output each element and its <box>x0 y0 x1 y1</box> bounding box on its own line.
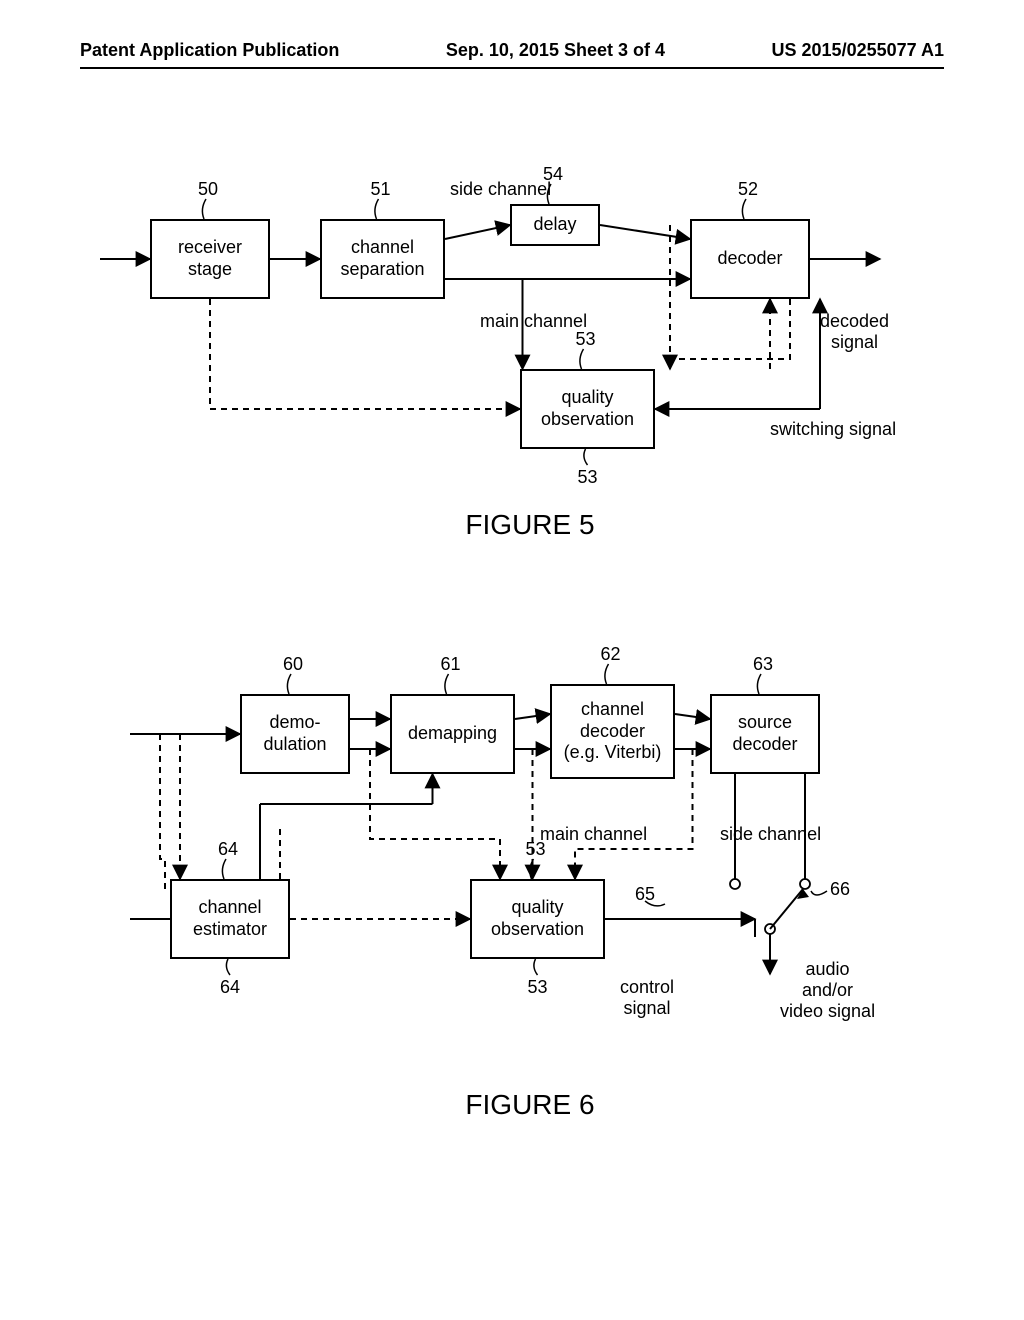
header-center: Sep. 10, 2015 Sheet 3 of 4 <box>446 40 665 61</box>
figure-6-title: FIGURE 6 <box>430 1089 630 1121</box>
figure-5-title: FIGURE 5 <box>430 509 630 541</box>
label-id-66: 66 <box>830 879 850 900</box>
block-demodulation: demo-dulation <box>240 694 350 774</box>
block-quality-observation-fig5: qualityobservation <box>520 369 655 449</box>
label-f6-main_channel: main channel <box>540 824 647 845</box>
block-demapping: demapping <box>390 694 515 774</box>
block-source-decoder-id-label: 63 <box>753 654 773 675</box>
diagram-area: receiverstage 50 channelseparation 51 delay 5… <box>80 89 944 1239</box>
block-decoder-id-label: 52 <box>738 179 758 200</box>
header-left: Patent Application Publication <box>80 40 339 61</box>
label-f6-audio_video: audioand/orvideo signal <box>780 959 875 1022</box>
block-receiver-stage: receiverstage <box>150 219 270 299</box>
block-channel-separation-id-label: 51 <box>371 179 391 200</box>
block-demodulation-id-label: 60 <box>283 654 303 675</box>
label-f6-control_signal: controlsignal <box>620 977 674 1019</box>
label-f6-side_channel: side channel <box>720 824 821 845</box>
block-quality-observation-fig5-id-label: 53 <box>576 329 596 350</box>
label-f5-side_channel: side channel <box>450 179 551 200</box>
block-delay: delay <box>510 204 600 246</box>
label-f6-id65: 65 <box>635 884 655 905</box>
header-right: US 2015/0255077 A1 <box>772 40 944 61</box>
label-id-53-fig5: 53 <box>578 467 598 488</box>
block-channel-estimator-id-label: 64 <box>218 839 238 860</box>
block-decoder: decoder <box>690 219 810 299</box>
block-channel-estimator: channelestimator <box>170 879 290 959</box>
block-channel-separation: channelseparation <box>320 219 445 299</box>
label-f5-decoded_signal: decodedsignal <box>820 311 889 353</box>
page: Patent Application Publication Sep. 10, … <box>0 0 1024 1320</box>
page-header: Patent Application Publication Sep. 10, … <box>80 40 944 69</box>
block-quality-observation-fig6: qualityobservation <box>470 879 605 959</box>
label-id-53-fig6: 53 <box>528 977 548 998</box>
block-source-decoder: sourcedecoder <box>710 694 820 774</box>
block-receiver-stage-id-label: 50 <box>198 179 218 200</box>
label-f5-switching_signal: switching signal <box>770 419 896 440</box>
block-channel-decoder-id-label: 62 <box>601 644 621 665</box>
block-demapping-id-label: 61 <box>441 654 461 675</box>
label-id-64: 64 <box>220 977 240 998</box>
label-f5-main_channel: main channel <box>480 311 587 332</box>
block-channel-decoder: channeldecoder(e.g. Viterbi) <box>550 684 675 779</box>
